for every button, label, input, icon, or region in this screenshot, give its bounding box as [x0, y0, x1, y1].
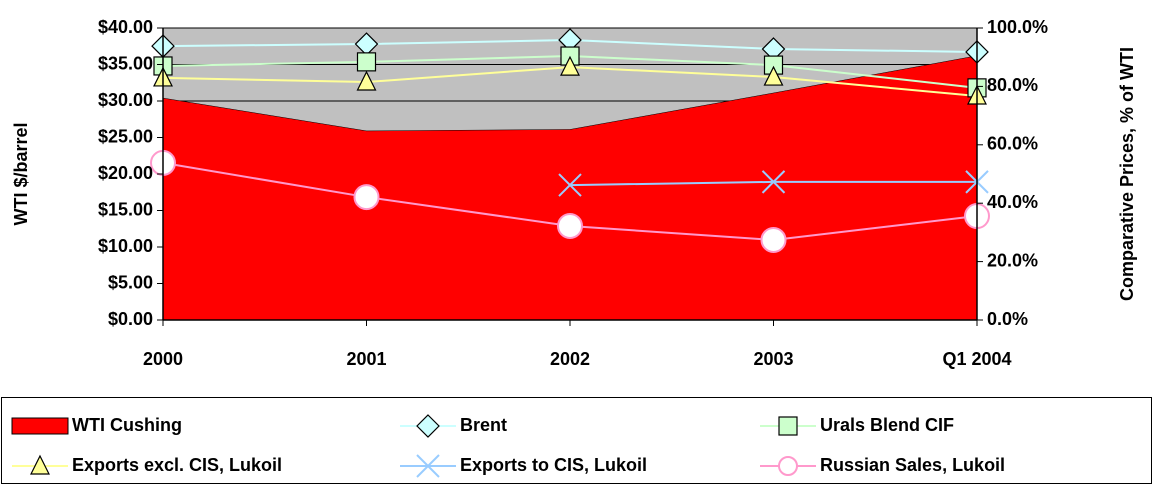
x-tick-label: 2003 — [753, 349, 793, 369]
marker — [560, 55, 580, 76]
legend-item: Brent — [400, 414, 507, 438]
legend-label: Exports excl. CIS, Lukoil — [72, 455, 282, 475]
legend-marker — [416, 414, 440, 438]
x-tick-label: 2001 — [346, 349, 386, 369]
marker — [761, 170, 786, 194]
y2-tick-label: 0.0% — [987, 309, 1028, 329]
marker — [558, 173, 582, 197]
x-tick-label: 2000 — [143, 349, 183, 369]
y-tick-label: $30.00 — [98, 90, 153, 110]
x-tick-label: 2002 — [550, 349, 590, 369]
legend-item: WTI Cushing — [11, 415, 182, 435]
marker — [353, 184, 380, 211]
y2-tick-label: 60.0% — [987, 134, 1038, 154]
marker — [557, 212, 583, 239]
legend-label: Exports to CIS, Lukoil — [460, 455, 647, 475]
y2-tick-label: 40.0% — [987, 192, 1038, 212]
marker — [760, 226, 787, 253]
legend-label: Brent — [460, 415, 507, 435]
legend-item: Exports to CIS, Lukoil — [400, 454, 647, 478]
legend-marker — [778, 456, 798, 476]
marker — [763, 65, 784, 86]
legend-marker — [30, 454, 50, 475]
y-tick-label: $5.00 — [108, 272, 153, 292]
legend-label: Urals Blend CIF — [820, 415, 954, 435]
y2-axis-label: Comparative Prices, % of WTI — [1117, 47, 1137, 301]
legend-box — [1, 397, 1152, 484]
marker — [356, 70, 377, 91]
legend-marker — [416, 454, 440, 478]
y-tick-label: $25.00 — [98, 126, 153, 146]
marker — [356, 52, 377, 72]
y2-tick-label: 80.0% — [987, 75, 1038, 95]
y-axis-label: WTI $/barrel — [11, 122, 31, 225]
y-tick-label: $15.00 — [98, 199, 153, 219]
legend-item: Exports excl. CIS, Lukoil — [12, 454, 282, 475]
legend-swatch — [11, 417, 69, 435]
y-tick-label: $40.00 — [98, 17, 153, 37]
y2-tick-label: 100.0% — [987, 17, 1048, 37]
y-tick-label: $0.00 — [108, 309, 153, 329]
x-tick-label: Q1 2004 — [942, 349, 1011, 369]
legend-label: Russian Sales, Lukoil — [820, 455, 1005, 475]
y-tick-label: $20.00 — [98, 163, 153, 183]
y2-tick-label: 20.0% — [987, 250, 1038, 270]
legend-marker — [778, 416, 798, 436]
legend-label: WTI Cushing — [72, 415, 182, 435]
y-tick-label: $10.00 — [98, 236, 153, 256]
legend-item: Russian Sales, Lukoil — [760, 455, 1005, 476]
legend-item: Urals Blend CIF — [760, 415, 954, 436]
y-tick-label: $35.00 — [98, 53, 153, 73]
